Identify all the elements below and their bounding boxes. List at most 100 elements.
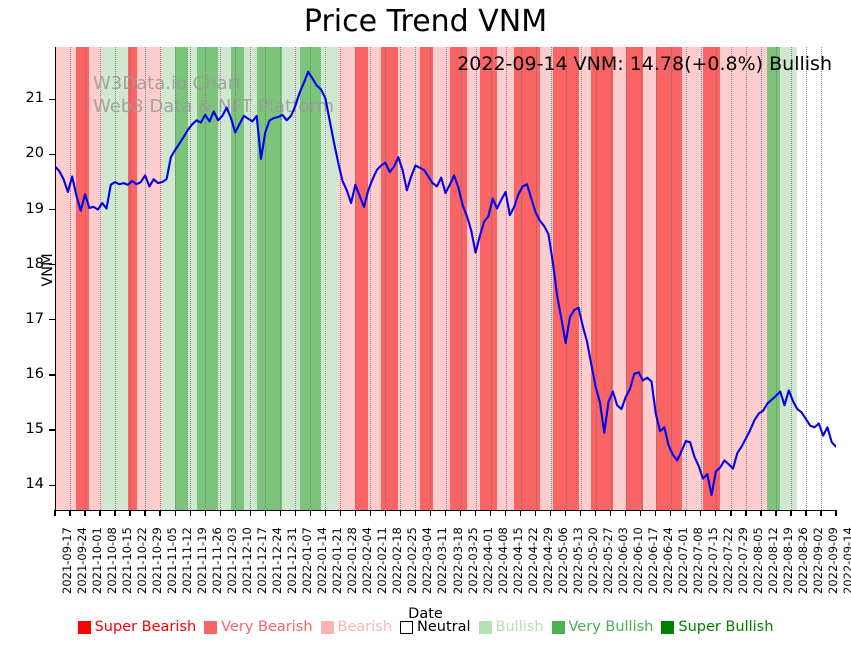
x-tick-mark xyxy=(790,510,792,516)
legend-item-bullish[interactable]: Bullish xyxy=(475,619,548,635)
x-tick-mark xyxy=(805,510,807,516)
gridline-vertical xyxy=(790,47,792,510)
x-tick-mark xyxy=(279,510,281,516)
legend-swatch-icon xyxy=(400,620,414,634)
gridline-vertical xyxy=(220,47,222,510)
x-tick-mark xyxy=(69,510,71,516)
gridline-vertical xyxy=(190,47,192,510)
x-tick-mark xyxy=(549,510,552,516)
x-tick-label: 2022-01-07 xyxy=(300,527,315,594)
sentiment-band-bullish xyxy=(282,47,300,510)
legend-swatch-icon xyxy=(320,620,334,634)
x-tick-label: 2022-07-08 xyxy=(690,527,705,594)
gridline-vertical xyxy=(310,47,312,510)
legend-swatch-icon xyxy=(77,620,91,634)
x-tick-mark xyxy=(534,510,537,516)
x-tick-mark xyxy=(489,510,492,516)
x-tick-mark xyxy=(159,510,161,516)
x-tick-mark xyxy=(54,510,56,516)
page-title: Price Trend VNM xyxy=(303,4,548,39)
legend-item-neutral[interactable]: Neutral xyxy=(396,619,475,635)
sentiment-band-bullish xyxy=(188,47,197,510)
y-tick-mark xyxy=(49,429,55,431)
x-tick-label: 2021-10-08 xyxy=(105,527,120,594)
legend-item-bearish[interactable]: Bearish xyxy=(317,619,397,635)
sentiment-band-bullish xyxy=(243,47,257,510)
x-tick-mark xyxy=(399,510,402,516)
legend-label: Bearish xyxy=(337,619,393,635)
sentiment-band-very-bearish xyxy=(625,47,643,510)
y-tick-label: 15 xyxy=(25,421,44,438)
gridline-vertical xyxy=(385,47,387,510)
x-tick-label: 2022-03-18 xyxy=(450,527,465,594)
x-tick-mark xyxy=(670,510,672,516)
gridline-vertical xyxy=(715,47,717,510)
x-tick-mark xyxy=(414,510,417,516)
y-tick-label: 14 xyxy=(25,476,44,493)
legend-label: Neutral xyxy=(417,619,471,635)
legend-item-very-bullish[interactable]: Very Bullish xyxy=(548,619,658,635)
sentiment-band-bearish xyxy=(578,47,592,510)
x-tick-label: 2021-10-22 xyxy=(135,527,150,594)
legend-swatch-icon xyxy=(551,620,565,634)
x-tick-mark xyxy=(459,510,462,516)
gridline-vertical xyxy=(550,47,552,510)
x-tick-label: 2022-09-02 xyxy=(810,527,825,594)
x-tick-mark xyxy=(565,510,567,516)
plot-area: W3Data.io Chart Web3 Data & NFT Platform … xyxy=(55,47,836,510)
sentiment-band-bearish xyxy=(89,47,103,510)
legend-item-super-bearish[interactable]: Super Bearish xyxy=(74,619,201,635)
x-tick-mark xyxy=(84,510,86,516)
x-tick-label: 2022-06-03 xyxy=(615,527,630,594)
sentiment-band-bearish xyxy=(368,47,382,510)
sentiment-band-very-bullish xyxy=(230,47,244,510)
x-tick-label: 2022-02-11 xyxy=(375,527,390,594)
gridline-vertical xyxy=(250,47,252,510)
x-tick-label: 2021-11-05 xyxy=(165,527,180,594)
x-tick-mark xyxy=(324,510,326,516)
x-tick-mark xyxy=(294,510,296,516)
x-tick-mark xyxy=(519,510,522,516)
watermark-line-1: W3Data.io Chart xyxy=(93,73,243,94)
gridline-vertical xyxy=(130,47,132,510)
legend-item-very-bearish[interactable]: Very Bearish xyxy=(200,619,316,635)
sentiment-band-bearish xyxy=(136,47,163,510)
x-tick-label: 2022-08-12 xyxy=(765,527,780,594)
gridline-vertical xyxy=(70,47,72,510)
x-tick-mark xyxy=(384,510,387,516)
sentiment-band-bearish xyxy=(432,47,450,510)
y-axis-line xyxy=(55,47,57,511)
gridline-vertical xyxy=(265,47,267,510)
x-tick-mark xyxy=(760,510,762,516)
sentiment-band-very-bearish xyxy=(479,47,497,510)
sentiment-band-very-bearish xyxy=(127,47,137,510)
legend-item-super-bullish[interactable]: Super Bullish xyxy=(657,619,777,635)
x-tick-label: 2021-10-29 xyxy=(150,527,165,594)
sentiment-band-bullish xyxy=(780,47,798,510)
sentiment-band-very-bearish xyxy=(552,47,579,510)
x-tick-label: 2022-08-26 xyxy=(795,527,810,594)
sentiment-band-bearish xyxy=(612,47,626,510)
sentiment-band-bullish xyxy=(162,47,176,510)
gridline-vertical xyxy=(670,47,672,510)
x-tick-label: 2022-03-11 xyxy=(435,527,450,594)
x-tick-label: 2022-05-13 xyxy=(570,527,585,594)
y-tick-mark xyxy=(49,374,55,376)
x-tick-mark xyxy=(610,510,612,516)
x-tick-mark xyxy=(685,510,687,516)
sentiment-band-very-bearish xyxy=(449,47,467,510)
gridline-vertical xyxy=(175,47,177,510)
x-tick-label: 2022-05-27 xyxy=(600,527,615,594)
x-tick-label: 2022-07-22 xyxy=(720,527,735,594)
gridline-vertical xyxy=(160,47,162,510)
x-tick-mark xyxy=(129,510,131,516)
x-tick-label: 2022-01-21 xyxy=(330,527,345,594)
x-tick-label: 2022-04-01 xyxy=(480,527,495,594)
gridline-vertical xyxy=(685,47,687,510)
x-tick-mark xyxy=(775,510,777,516)
x-tick-label: 2022-03-25 xyxy=(465,527,480,594)
x-tick-label: 2021-09-17 xyxy=(60,527,74,594)
x-tick-mark xyxy=(640,510,642,516)
gridline-vertical xyxy=(475,47,477,510)
x-tick-mark xyxy=(339,510,341,516)
